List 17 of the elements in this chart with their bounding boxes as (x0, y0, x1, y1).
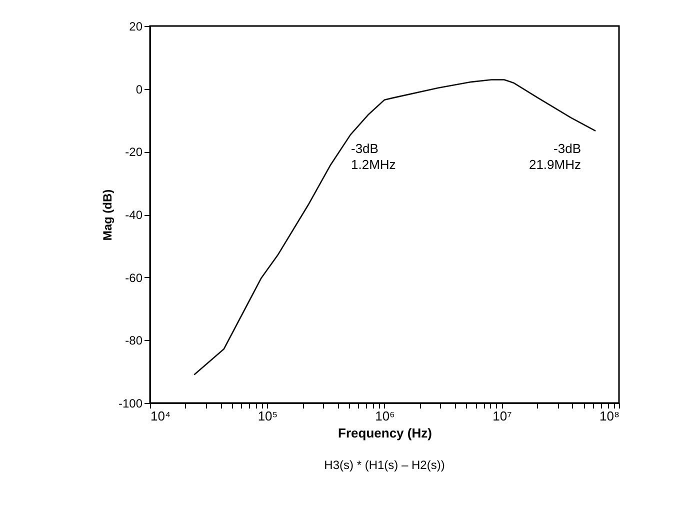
x-axis-title: Frequency (Hz) (338, 426, 432, 440)
text: H3(s) * (H1(s) – H2(s)) (324, 458, 445, 472)
y-axis-title: Mag (dB) (100, 189, 114, 241)
x-tick-label: 10⁶ (375, 408, 395, 424)
y-tick-label: -100 (118, 396, 143, 410)
annotation: -3dB 1.2MHz (351, 141, 396, 172)
y-tick-label: -80 (125, 334, 143, 348)
x-tick-label: 10⁷ (492, 408, 512, 424)
y-tick-label: 20 (129, 20, 143, 34)
x-tick-label: 10⁵ (258, 408, 278, 424)
y-tick-label: 0 (136, 82, 143, 96)
x-tick-label: 10⁸ (600, 408, 620, 424)
y-tick-label: -40 (125, 208, 143, 222)
x-tick-label: 10⁴ (150, 408, 171, 424)
y-tick-label: -60 (125, 270, 143, 285)
y-tick-label: -20 (125, 145, 143, 160)
annotation: -3dB 21.9MHz (528, 141, 581, 172)
